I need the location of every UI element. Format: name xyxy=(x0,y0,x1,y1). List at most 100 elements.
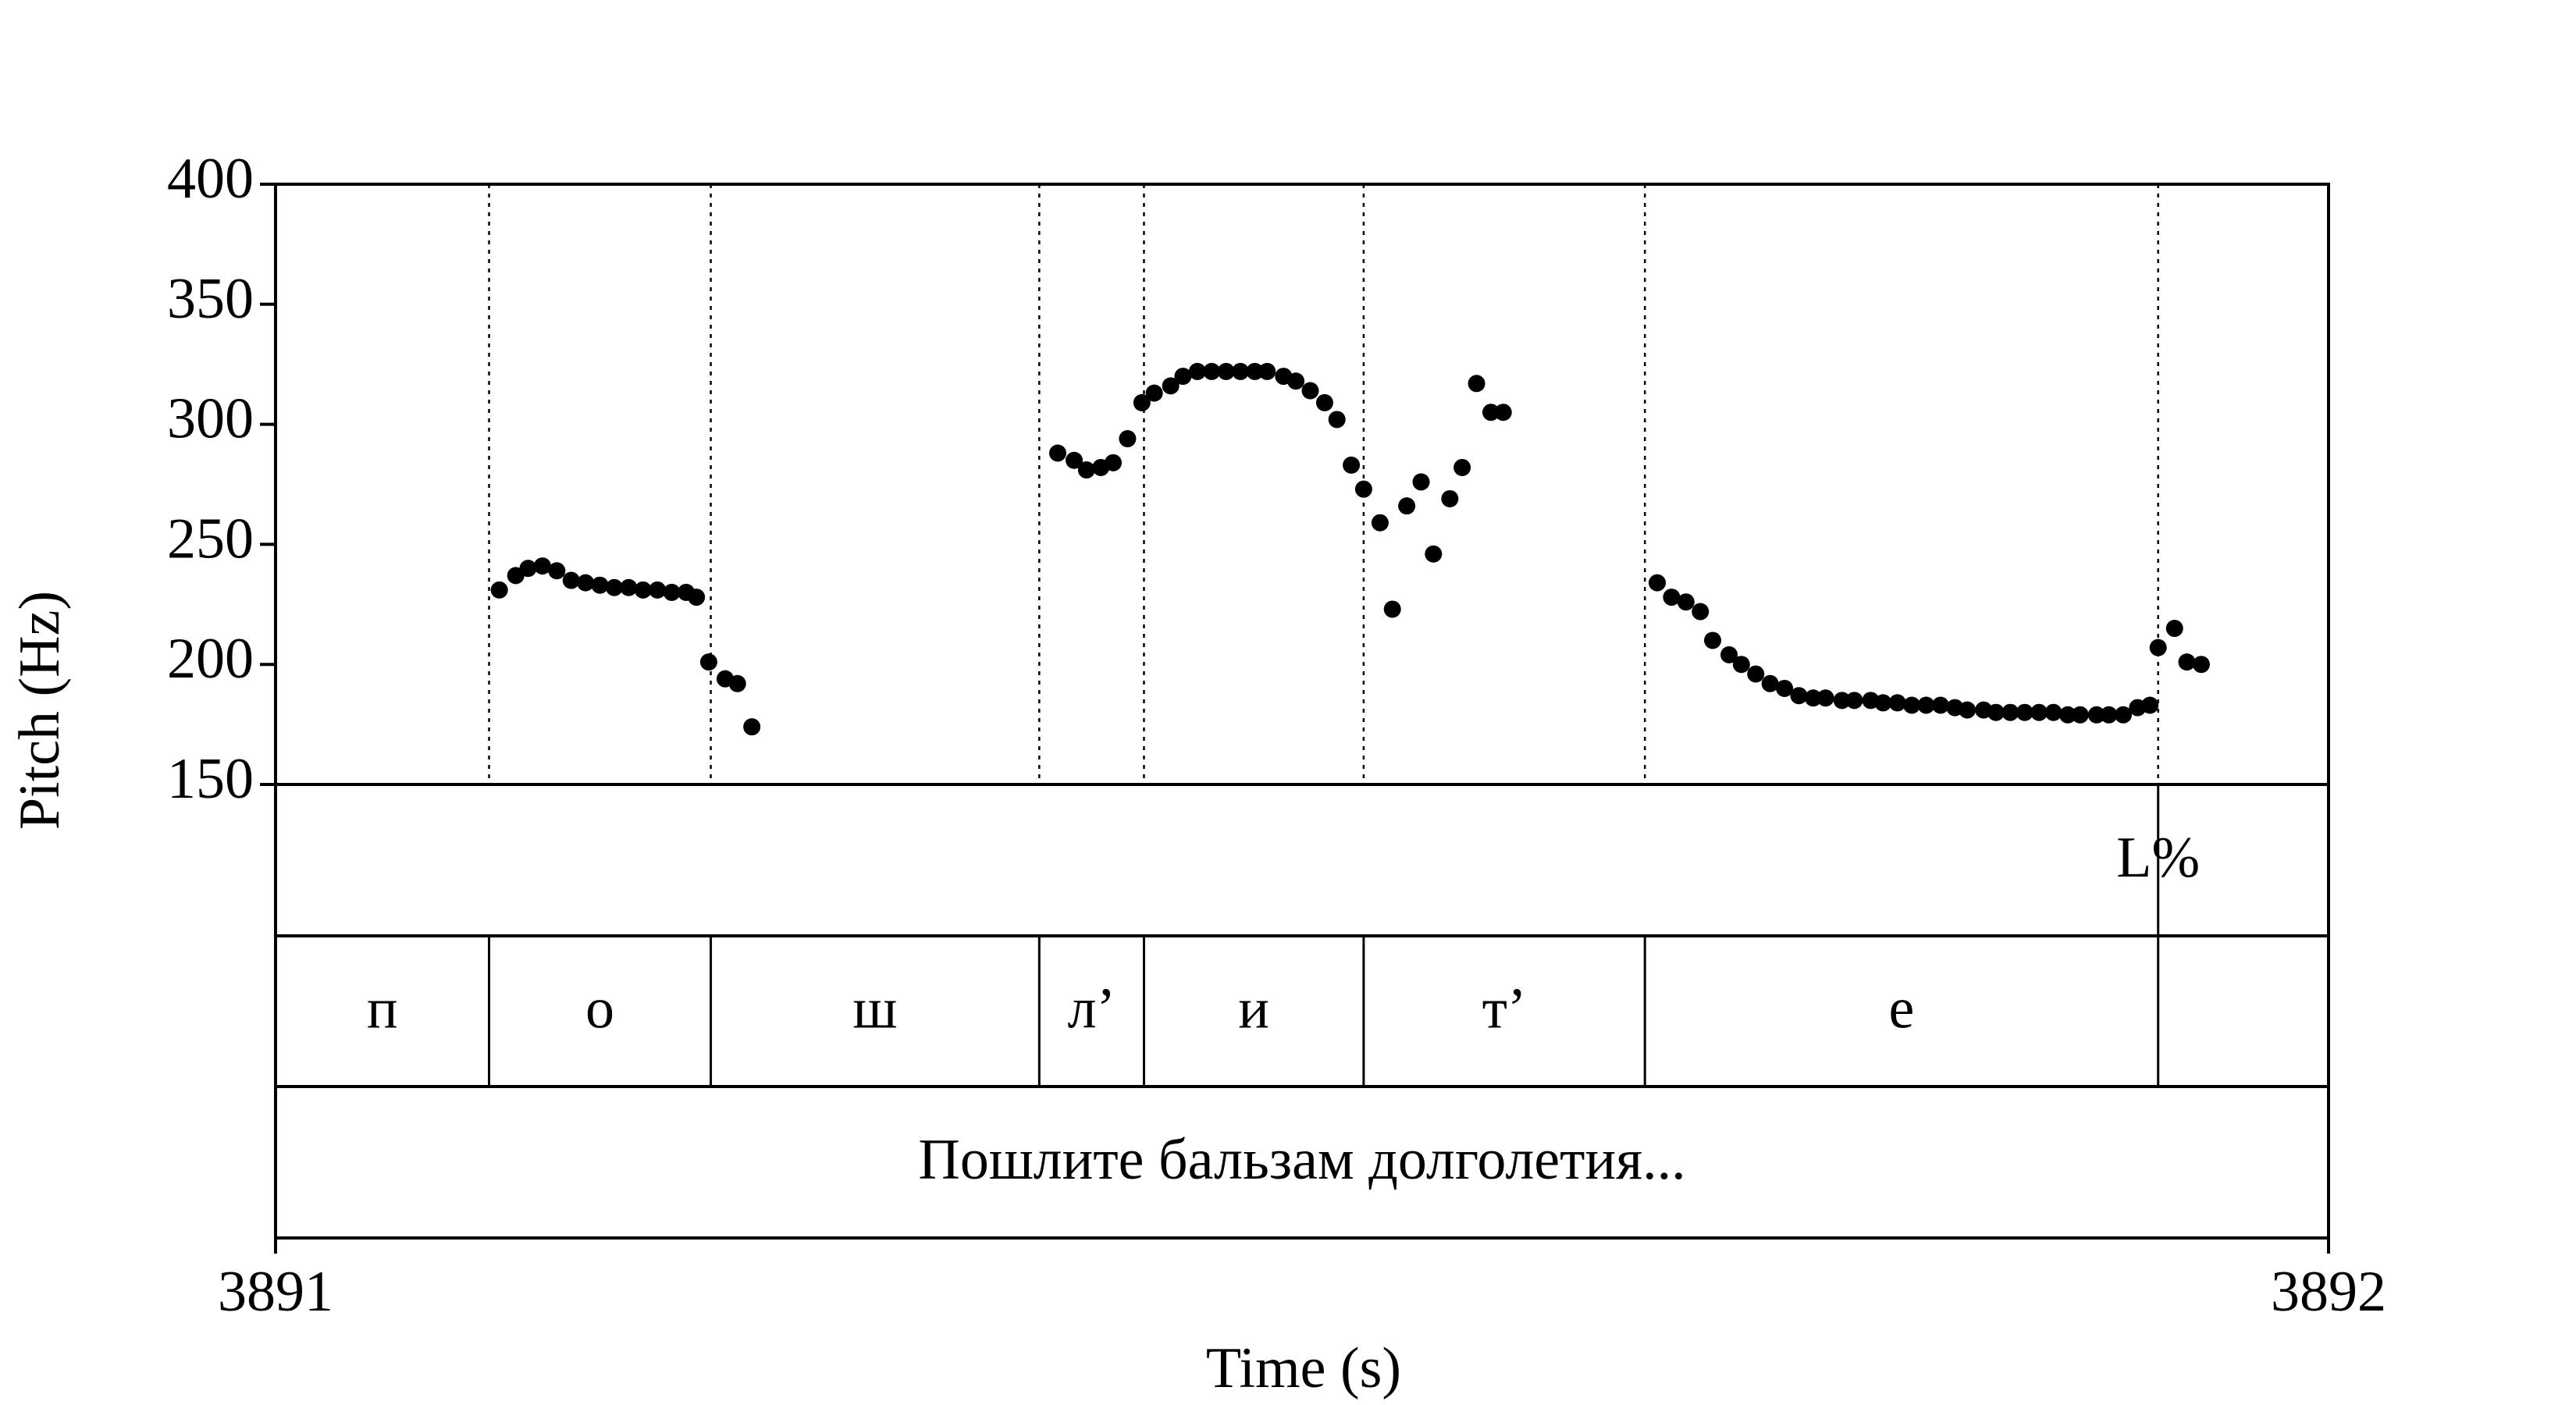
pitch-point xyxy=(1776,679,1794,697)
interval-label: е xyxy=(1889,976,1915,1040)
pitch-point xyxy=(1371,514,1389,532)
pitch-point xyxy=(1383,600,1401,618)
pitch-point xyxy=(2100,706,2118,724)
pitch-point xyxy=(1328,411,1346,429)
pitch-point xyxy=(2192,656,2210,674)
y-tick-label: 300 xyxy=(167,387,254,451)
pitch-point xyxy=(1888,694,1906,712)
pitch-point xyxy=(1732,656,1750,674)
pitch-point xyxy=(2149,638,2167,656)
pitch-point xyxy=(1343,456,1361,474)
pitch-point xyxy=(533,557,551,575)
pitch-point xyxy=(1468,375,1485,393)
pitch-point xyxy=(1648,574,1666,592)
pitch-point xyxy=(649,581,667,599)
pitch-point xyxy=(1066,451,1083,469)
y-axis-label: Pitch (Hz) xyxy=(8,591,72,830)
pitch-point xyxy=(1790,687,1808,705)
pitch-point xyxy=(1663,589,1681,606)
interval-label: л’ xyxy=(1068,976,1116,1040)
pitch-point xyxy=(605,578,623,596)
pitch-point xyxy=(490,581,508,599)
pitch-point xyxy=(1188,362,1206,380)
pitch-point xyxy=(1133,393,1151,411)
pitch-point xyxy=(1917,696,1935,714)
pitch-point xyxy=(1494,404,1512,422)
pitch-point xyxy=(1833,692,1851,710)
x-axis-label: Time (s) xyxy=(1206,1336,1401,1400)
y-tick-label: 150 xyxy=(167,747,254,811)
pitch-point xyxy=(591,576,609,594)
pitch-point xyxy=(1105,454,1123,471)
pitch-point xyxy=(1720,646,1738,663)
pitch-point xyxy=(1987,703,2005,721)
pitch-point xyxy=(1301,382,1319,400)
pitch-point xyxy=(1145,384,1163,402)
pitch-point xyxy=(1315,393,1333,411)
pitch-point xyxy=(2058,706,2076,724)
pitch-point xyxy=(1804,689,1822,707)
pitch-point xyxy=(1704,631,1721,649)
pitch-point xyxy=(562,571,580,589)
y-tick-label: 350 xyxy=(167,267,254,331)
x-tick-label: 3892 xyxy=(2271,1260,2386,1324)
pitch-point xyxy=(1162,377,1179,395)
y-tick-label: 250 xyxy=(167,507,254,571)
pitch-point xyxy=(1816,689,1834,707)
pitch-point xyxy=(1425,545,1443,563)
y-tick-label: 200 xyxy=(167,627,254,691)
pitch-point xyxy=(1232,362,1250,380)
pitch-point xyxy=(1077,461,1095,479)
interval-label: п xyxy=(367,976,398,1040)
utterance-label: Пошлите бальзам долголетия... xyxy=(918,1128,1685,1192)
pitch-point xyxy=(1692,603,1710,621)
pitch-point xyxy=(1747,665,1765,683)
pitch-point xyxy=(1354,480,1372,498)
pitch-point xyxy=(1217,362,1235,380)
x-tick-label: 3891 xyxy=(218,1260,333,1324)
point-label: L% xyxy=(2116,826,2200,890)
pitch-point xyxy=(1959,701,1976,719)
pitch-point xyxy=(1761,674,1779,692)
pitch-point xyxy=(2165,620,2183,638)
pitch-point xyxy=(1287,372,1305,390)
pitch-point xyxy=(2016,703,2033,721)
pitch-point xyxy=(1931,696,1949,714)
pitch-point xyxy=(728,674,746,692)
pitch-point xyxy=(1874,694,1892,712)
pitch-point xyxy=(1482,404,1500,422)
pitch-point xyxy=(620,578,638,596)
pitch-point xyxy=(548,562,566,580)
pitch-point xyxy=(519,560,537,578)
pitch-point xyxy=(1398,497,1416,515)
pitch-point xyxy=(1453,458,1471,476)
pitch-point xyxy=(1845,692,1863,710)
pitch-point xyxy=(1119,430,1137,448)
frame xyxy=(274,183,2330,1240)
y-tick-label: 400 xyxy=(167,147,254,211)
pitch-point xyxy=(2087,706,2105,724)
pitch-point xyxy=(1174,368,1192,386)
pitch-point xyxy=(1258,362,1276,380)
pitch-point xyxy=(2001,703,2019,721)
pitch-point xyxy=(2030,703,2048,721)
pitch-point xyxy=(1677,593,1695,611)
pitch-point xyxy=(699,653,717,671)
pitch-point xyxy=(1049,444,1067,462)
pitch-point xyxy=(2178,653,2196,671)
pitch-point xyxy=(1203,362,1221,380)
pitch-point xyxy=(1412,473,1430,491)
pitch-point xyxy=(663,583,681,601)
interval-label: ш xyxy=(852,976,897,1040)
interval-label: о xyxy=(585,976,614,1040)
pitch-point xyxy=(2071,706,2089,724)
pitch-point xyxy=(743,718,761,736)
interval-label: и xyxy=(1238,976,1269,1040)
pitch-point xyxy=(577,574,595,592)
pitch-point xyxy=(1246,362,1264,380)
interval-label: т’ xyxy=(1482,976,1527,1040)
pitch-point xyxy=(2115,706,2132,724)
pitch-point xyxy=(1441,489,1459,507)
pitch-point xyxy=(688,589,706,606)
